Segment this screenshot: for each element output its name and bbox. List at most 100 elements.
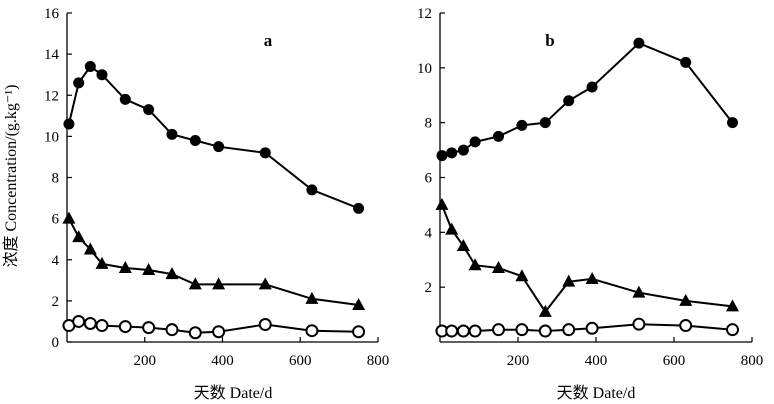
panel-a-filled-circle-point [119,93,131,105]
panel-a-y-tick-label: 10 [44,129,59,145]
panel-b-open-circle-point [492,323,505,337]
panel-b-filled-circle-point [680,56,692,68]
panel-b-y-tick-label: 8 [425,116,433,132]
panel-a-filled-circle-point [143,104,155,116]
panel-b-open-circle-point [562,323,576,337]
panel-b-filled-circle-point [469,136,481,148]
panel-b-y-tick-label: 6 [425,171,433,187]
panel-b-open-circle-point [515,323,529,337]
panel-b-filled-triangle-point [435,197,449,210]
panel-b-filled-triangle-point [679,293,693,306]
panel-a-filled-circle-point [84,60,96,72]
panel-b-filled-circle-point [446,147,458,159]
panel-a-filled-triangle-series-line [68,218,359,306]
panel-a-filled-triangle-point [72,230,86,243]
panel-a-filled-triangle-point [62,211,76,224]
panel-a-x-tick-label: 200 [134,353,157,369]
panel-b-filled-circle-point [436,150,448,162]
panel-a-x-tick-label: 600 [289,353,312,369]
panel-a-filled-triangle-point [212,277,226,290]
panel-a-filled-triangle-point [95,256,109,269]
panel-a-filled-triangle-point [118,260,132,273]
panel-b-filled-triangle-point [538,304,552,317]
panel-a-y-tick-label: 0 [52,335,60,351]
panel-b-label: b [545,31,554,50]
panel-a-x-axis-label: 天数 Date/d [194,384,273,402]
panel-a-filled-circle-point [213,141,225,153]
panel-b-open-circle-point [632,317,646,331]
panel-a-y-tick-label: 12 [44,88,59,104]
panel-a-y-tick-label: 14 [44,47,60,63]
panel-a-filled-triangle-point [188,277,202,290]
panel-a-x-tick-label: 400 [211,353,234,369]
panel-a-filled-triangle-point [352,297,366,310]
panel-b-y-tick-label: 4 [425,225,433,241]
panel-b-filled-triangle-point [492,260,505,273]
panel-a-open-circle-point [305,324,319,338]
panel-b-filled-circle-point [516,119,528,131]
panel-b-filled-circle-point [727,117,738,129]
panel-a-open-circle-point [212,325,226,339]
panel-b-open-circle-point [679,319,693,333]
panel-b-filled-triangle-point [632,285,646,298]
panel-a-y-tick-label: 4 [52,253,60,269]
panel-a: 0 2 4 6 8 10 12 14 16 200 400 600 800 [44,6,389,369]
panel-b-y-tick-label: 12 [417,6,432,22]
panel-b-x-axis-label: 天数 Date/d [557,384,636,402]
panel-a-open-circle-point [118,320,132,334]
panel-b-filled-triangle-point [515,269,529,282]
panel-a-open-circle-point [95,319,109,333]
panel-a-filled-triangle-point [258,277,272,290]
panel-b-filled-circle-point [586,81,598,93]
panel-a-open-circle-point [258,318,272,332]
panel-b-filled-circle-point [563,95,575,107]
panel-b-filled-triangle-point [562,274,576,287]
panel-b-filled-triangle-series-line [440,204,733,314]
panel-a-filled-circle-point [259,147,271,159]
panel-a-y-tick-label: 8 [52,171,60,187]
panel-b-filled-circle-point [493,130,504,142]
panel-b-filled-circle-point [457,144,469,156]
panel-a-open-circle-point [165,323,179,337]
panel-a-open-circle-point [142,321,156,335]
panel-b-x-tick-label: 400 [585,353,608,369]
panel-b-x-tick-label: 800 [741,353,764,369]
panel-a-y-tick-label: 2 [52,294,60,310]
panel-a-x-tick-label: 800 [367,353,390,369]
panel-b-open-circle-point [468,324,482,338]
panel-a-y-tick-label: 16 [44,6,60,22]
panel-b-open-circle-point [585,321,599,335]
panel-b-filled-triangle-point [445,222,459,235]
panel-a-open-circle-point [188,326,202,340]
panel-a-filled-circle-point [353,202,365,214]
panel-b-filled-triangle-point [468,258,482,271]
panel-b-y-tick-label: 10 [417,61,432,77]
panel-a-filled-circle-point [96,69,108,81]
panel-b-open-circle-point [456,324,470,338]
panel-a-filled-circle-point [73,77,85,89]
panel-b-x-tick-label: 200 [507,353,530,369]
panel-b-open-circle-point [726,323,739,337]
panel-b-y-tick-label: 2 [425,280,433,296]
panel-a-filled-triangle-point [83,242,97,255]
panel-a-filled-triangle-point [305,291,319,304]
panel-b-filled-triangle-point [456,239,470,252]
panel-a-label: a [264,31,273,50]
panel-b-open-circle-point [445,324,459,338]
panel-b-filled-circle-point [539,117,551,129]
panel-b-x-tick-label: 600 [663,353,686,369]
panel-a-open-circle-point [352,325,366,339]
panel-a-filled-triangle-point [165,267,179,280]
panel-a-open-circle-point [83,316,97,330]
panel-a-open-circle-point [72,314,86,328]
panel-b-filled-circle-point [633,37,645,49]
panel-b-filled-triangle-point [726,299,739,312]
panel-a-y-axis-label: 浓度 Concentration/(g.kg⁻¹) [2,85,20,268]
panel-b-filled-triangle-point [585,271,599,284]
panel-a-filled-circle-point [189,134,201,146]
panel-b: 2 4 6 8 10 12 200 400 600 800 [417,6,763,369]
panel-a-y-tick-label: 6 [52,212,60,228]
panel-a-filled-circle-point [63,118,75,130]
panel-b-open-circle-point [538,324,552,338]
